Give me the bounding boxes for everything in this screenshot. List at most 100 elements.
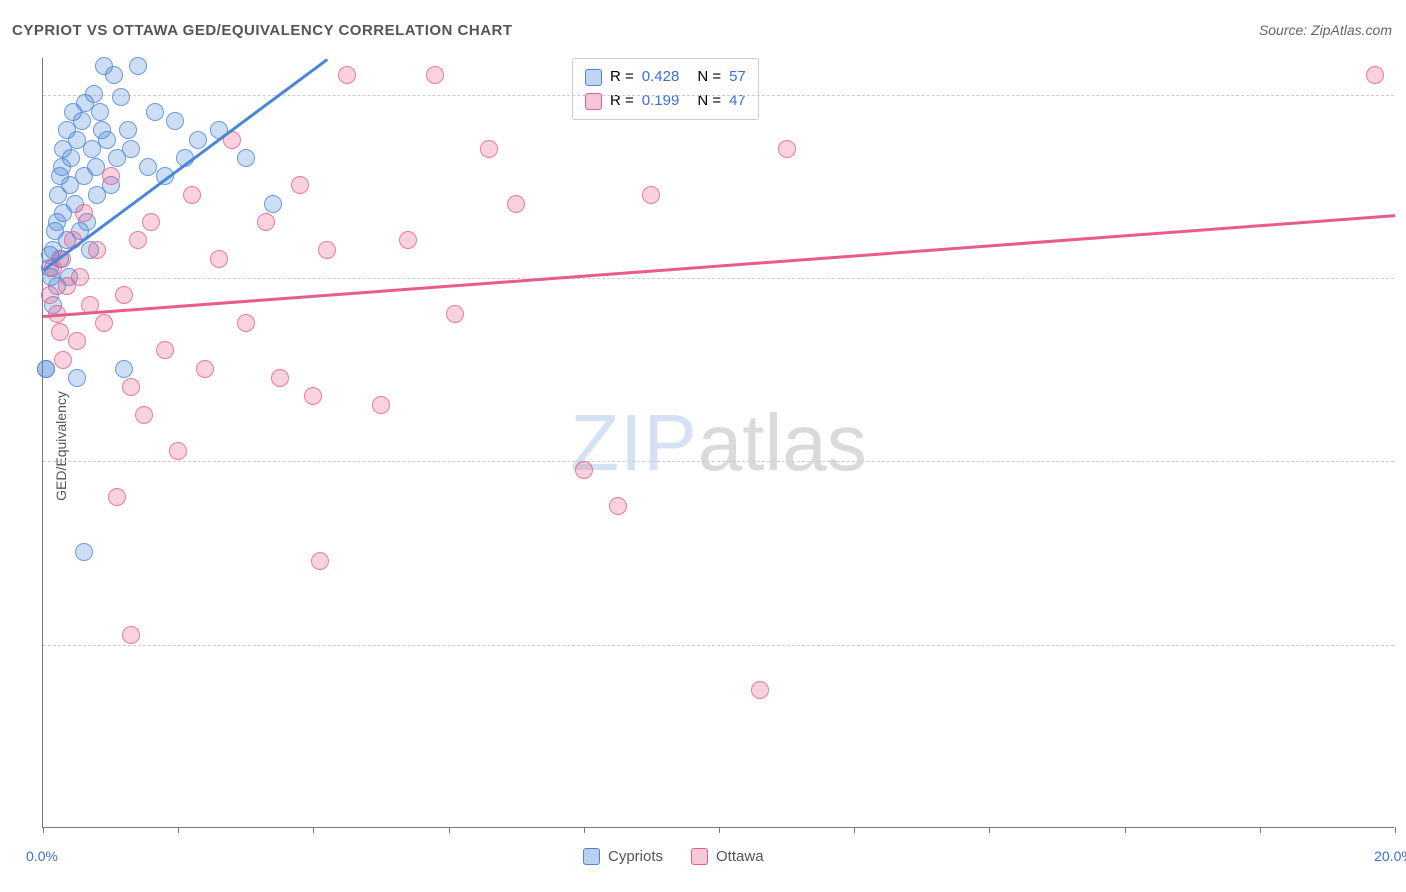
data-point <box>75 204 93 222</box>
watermark: ZIPatlas <box>570 397 866 489</box>
stats-r-value-cypriots: 0.428 <box>642 65 680 89</box>
data-point <box>95 314 113 332</box>
data-point <box>271 369 289 387</box>
stats-n-value-cypriots: 57 <box>729 65 746 89</box>
data-point <box>85 85 103 103</box>
gridline <box>43 95 1394 96</box>
data-point <box>122 378 140 396</box>
data-point <box>129 231 147 249</box>
x-tick <box>449 827 450 833</box>
x-tick-label: 0.0% <box>26 848 58 864</box>
data-point <box>642 186 660 204</box>
data-point <box>304 387 322 405</box>
y-tick-label: 100.0% <box>1399 87 1406 103</box>
x-tick <box>719 827 720 833</box>
plot-area: ZIPatlas R = 0.428 N = 57 R = 0.199 N = … <box>42 58 1394 828</box>
data-point <box>318 241 336 259</box>
data-point <box>237 314 255 332</box>
x-tick <box>313 827 314 833</box>
stats-r-label: R = <box>610 89 634 113</box>
data-point <box>98 131 116 149</box>
data-point <box>264 195 282 213</box>
stats-row-ottawa: R = 0.199 N = 47 <box>585 89 746 113</box>
legend-item-cypriots: Cypriots <box>583 848 663 865</box>
stats-box: R = 0.428 N = 57 R = 0.199 N = 47 <box>572 58 759 120</box>
x-tick <box>178 827 179 833</box>
data-point <box>122 140 140 158</box>
data-point <box>507 195 525 213</box>
data-point <box>609 497 627 515</box>
data-point <box>338 66 356 84</box>
data-point <box>480 140 498 158</box>
data-point <box>237 149 255 167</box>
data-point <box>88 241 106 259</box>
y-tick-label: 90.0% <box>1399 270 1406 286</box>
data-point <box>115 286 133 304</box>
legend-swatch-ottawa-icon <box>691 848 708 865</box>
stats-row-cypriots: R = 0.428 N = 57 <box>585 65 746 89</box>
x-tick <box>1260 827 1261 833</box>
data-point <box>210 250 228 268</box>
data-point <box>122 626 140 644</box>
x-tick <box>43 827 44 833</box>
data-point <box>142 213 160 231</box>
data-point <box>751 681 769 699</box>
data-point <box>119 121 137 139</box>
data-point <box>139 158 157 176</box>
data-point <box>41 286 59 304</box>
data-point <box>146 103 164 121</box>
data-point <box>68 332 86 350</box>
data-point <box>257 213 275 231</box>
legend-label-cypriots: Cypriots <box>608 848 663 865</box>
y-tick-label: 70.0% <box>1399 637 1406 653</box>
data-point <box>51 323 69 341</box>
data-point <box>1366 66 1384 84</box>
data-point <box>169 442 187 460</box>
stats-r-value-ottawa: 0.199 <box>642 89 680 113</box>
legend-swatch-cypriots-icon <box>583 848 600 865</box>
stats-n-label: N = <box>697 65 721 89</box>
x-tick <box>989 827 990 833</box>
stats-n-label: N = <box>697 89 721 113</box>
data-point <box>426 66 444 84</box>
data-point <box>446 305 464 323</box>
data-point <box>112 88 130 106</box>
data-point <box>156 341 174 359</box>
data-point <box>105 66 123 84</box>
data-point <box>129 57 147 75</box>
x-tick <box>1125 827 1126 833</box>
data-point <box>372 396 390 414</box>
legend-item-ottawa: Ottawa <box>691 848 764 865</box>
swatch-cypriots-icon <box>585 69 602 86</box>
legend-label-ottawa: Ottawa <box>716 848 764 865</box>
data-point <box>399 231 417 249</box>
watermark-part2: atlas <box>698 398 867 487</box>
x-tick <box>584 827 585 833</box>
y-tick-label: 80.0% <box>1399 453 1406 469</box>
gridline <box>43 278 1394 279</box>
trend-line <box>43 214 1395 317</box>
x-tick <box>1395 827 1396 833</box>
legend: Cypriots Ottawa <box>583 848 764 865</box>
data-point <box>71 268 89 286</box>
x-tick <box>854 827 855 833</box>
data-point <box>183 186 201 204</box>
data-point <box>115 360 133 378</box>
data-point <box>62 149 80 167</box>
x-tick-label: 20.0% <box>1374 848 1406 864</box>
data-point <box>196 360 214 378</box>
data-point <box>291 176 309 194</box>
data-point <box>778 140 796 158</box>
data-point <box>189 131 207 149</box>
data-point <box>135 406 153 424</box>
data-point <box>108 488 126 506</box>
data-point <box>575 461 593 479</box>
data-point <box>311 552 329 570</box>
gridline <box>43 645 1394 646</box>
data-point <box>68 369 86 387</box>
data-point <box>166 112 184 130</box>
chart-title: CYPRIOT VS OTTAWA GED/EQUIVALENCY CORREL… <box>12 22 513 39</box>
stats-n-value-ottawa: 47 <box>729 89 746 113</box>
data-point <box>37 360 55 378</box>
stats-r-label: R = <box>610 65 634 89</box>
